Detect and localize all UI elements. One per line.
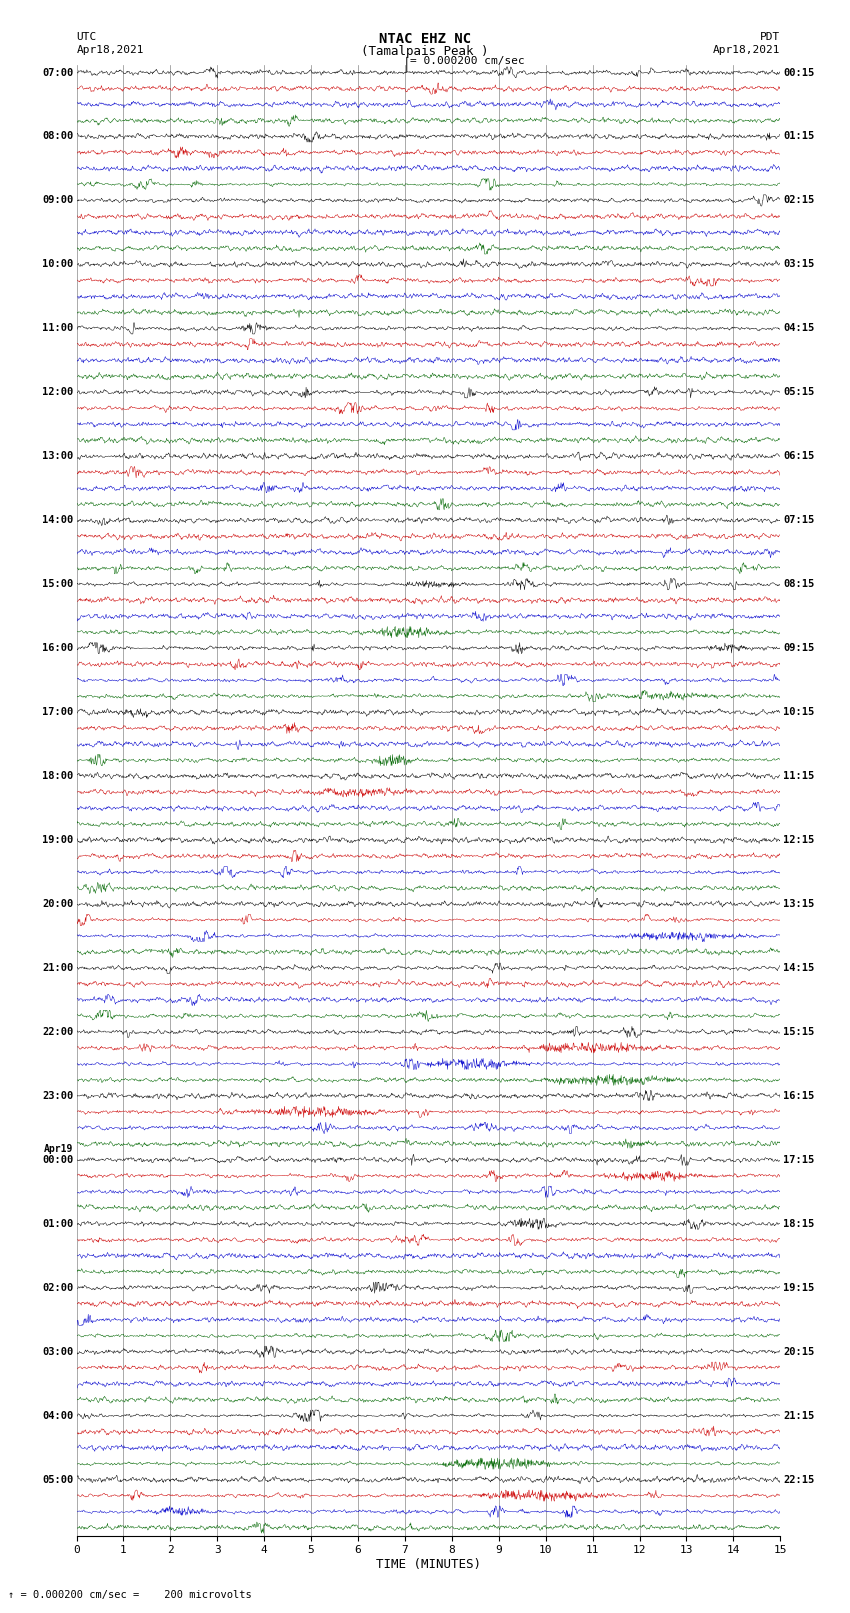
Text: 05:15: 05:15 xyxy=(783,387,814,397)
Text: 12:00: 12:00 xyxy=(42,387,74,397)
Text: 01:15: 01:15 xyxy=(783,132,814,142)
Text: PDT: PDT xyxy=(760,32,780,42)
Text: = 0.000200 cm/sec: = 0.000200 cm/sec xyxy=(410,56,524,66)
Text: (Tamalpais Peak ): (Tamalpais Peak ) xyxy=(361,45,489,58)
Text: 07:15: 07:15 xyxy=(783,515,814,526)
Text: 06:15: 06:15 xyxy=(783,452,814,461)
Text: 20:15: 20:15 xyxy=(783,1347,814,1357)
Text: 22:15: 22:15 xyxy=(783,1474,814,1484)
Text: 22:00: 22:00 xyxy=(42,1027,74,1037)
Text: Apr18,2021: Apr18,2021 xyxy=(76,45,144,55)
Text: 18:00: 18:00 xyxy=(42,771,74,781)
Text: 18:15: 18:15 xyxy=(783,1219,814,1229)
Text: 16:00: 16:00 xyxy=(42,644,74,653)
Text: 11:15: 11:15 xyxy=(783,771,814,781)
Text: Apr18,2021: Apr18,2021 xyxy=(713,45,780,55)
Text: ↑ = 0.000200 cm/sec =    200 microvolts: ↑ = 0.000200 cm/sec = 200 microvolts xyxy=(8,1590,252,1600)
Text: 14:15: 14:15 xyxy=(783,963,814,973)
Text: 15:00: 15:00 xyxy=(42,579,74,589)
Text: 03:15: 03:15 xyxy=(783,260,814,269)
Text: 07:00: 07:00 xyxy=(42,68,74,77)
Text: 04:15: 04:15 xyxy=(783,323,814,334)
Text: 01:00: 01:00 xyxy=(42,1219,74,1229)
Text: 23:00: 23:00 xyxy=(42,1090,74,1100)
Text: 14:00: 14:00 xyxy=(42,515,74,526)
Text: 16:15: 16:15 xyxy=(783,1090,814,1100)
Text: 08:00: 08:00 xyxy=(42,132,74,142)
Text: 13:00: 13:00 xyxy=(42,452,74,461)
X-axis label: TIME (MINUTES): TIME (MINUTES) xyxy=(376,1558,481,1571)
Text: │: │ xyxy=(403,56,410,73)
Text: UTC: UTC xyxy=(76,32,97,42)
Text: NTAC EHZ NC: NTAC EHZ NC xyxy=(379,32,471,47)
Text: 03:00: 03:00 xyxy=(42,1347,74,1357)
Text: 13:15: 13:15 xyxy=(783,898,814,910)
Text: 08:15: 08:15 xyxy=(783,579,814,589)
Text: 17:15: 17:15 xyxy=(783,1155,814,1165)
Text: 00:15: 00:15 xyxy=(783,68,814,77)
Text: 02:00: 02:00 xyxy=(42,1282,74,1292)
Text: 15:15: 15:15 xyxy=(783,1027,814,1037)
Text: 05:00: 05:00 xyxy=(42,1474,74,1484)
Text: 12:15: 12:15 xyxy=(783,836,814,845)
Text: 21:15: 21:15 xyxy=(783,1411,814,1421)
Text: 00:00: 00:00 xyxy=(42,1155,74,1165)
Text: 04:00: 04:00 xyxy=(42,1411,74,1421)
Text: 09:00: 09:00 xyxy=(42,195,74,205)
Text: 19:00: 19:00 xyxy=(42,836,74,845)
Text: 21:00: 21:00 xyxy=(42,963,74,973)
Text: 17:00: 17:00 xyxy=(42,706,74,718)
Text: 10:15: 10:15 xyxy=(783,706,814,718)
Text: 20:00: 20:00 xyxy=(42,898,74,910)
Text: 02:15: 02:15 xyxy=(783,195,814,205)
Text: 09:15: 09:15 xyxy=(783,644,814,653)
Text: 19:15: 19:15 xyxy=(783,1282,814,1292)
Text: 10:00: 10:00 xyxy=(42,260,74,269)
Text: Apr19: Apr19 xyxy=(44,1145,74,1155)
Text: 11:00: 11:00 xyxy=(42,323,74,334)
